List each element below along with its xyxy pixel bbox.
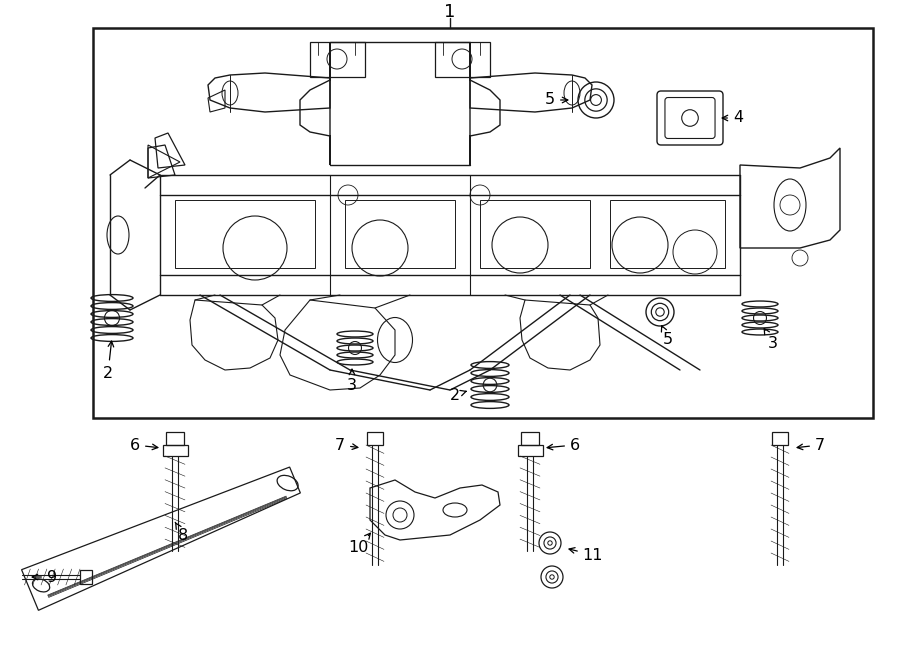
Bar bbox=[80, 570, 92, 584]
Bar bbox=[435, 42, 490, 77]
Text: 3: 3 bbox=[347, 369, 357, 393]
Text: 4: 4 bbox=[722, 110, 743, 126]
Text: 10: 10 bbox=[347, 533, 370, 555]
Bar bbox=[367, 432, 383, 445]
Bar bbox=[518, 445, 543, 456]
Bar bbox=[345, 200, 455, 268]
Bar bbox=[93, 28, 873, 418]
Text: 11: 11 bbox=[569, 547, 603, 563]
Text: 9: 9 bbox=[32, 570, 57, 584]
Bar bbox=[175, 200, 315, 268]
Text: 6: 6 bbox=[130, 438, 158, 453]
Text: 1: 1 bbox=[445, 3, 455, 21]
Text: 7: 7 bbox=[797, 438, 825, 453]
Bar bbox=[610, 200, 725, 268]
Text: 6: 6 bbox=[547, 438, 580, 453]
Bar bbox=[166, 432, 184, 445]
Text: 8: 8 bbox=[176, 522, 188, 543]
Text: 5: 5 bbox=[662, 326, 673, 348]
Bar bbox=[521, 432, 539, 445]
Bar bbox=[163, 445, 187, 456]
Text: 5: 5 bbox=[544, 93, 568, 108]
Bar bbox=[310, 42, 365, 77]
Text: 2: 2 bbox=[450, 387, 466, 403]
Bar bbox=[772, 432, 788, 445]
Text: 3: 3 bbox=[764, 329, 778, 350]
Bar bbox=[480, 200, 590, 268]
Text: 7: 7 bbox=[335, 438, 358, 453]
Text: 2: 2 bbox=[103, 341, 113, 381]
